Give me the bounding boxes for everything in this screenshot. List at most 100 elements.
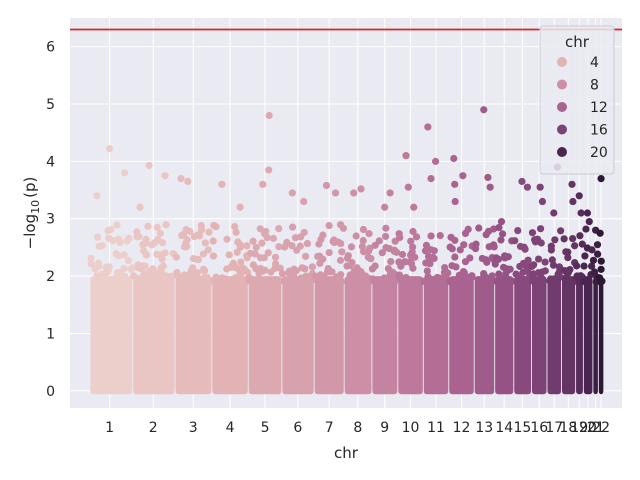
snp-point (162, 221, 170, 229)
snp-point (479, 276, 487, 284)
chr-1-dense-band (90, 276, 133, 395)
chr-5-points (245, 111, 284, 395)
snp-peak-point (585, 218, 593, 226)
snp-point (560, 266, 568, 275)
snp-point (241, 267, 249, 275)
snp-point (129, 272, 138, 280)
chr-13-points (471, 106, 498, 395)
snp-point (247, 275, 255, 283)
snp-point (511, 237, 519, 245)
snp-peak-point (288, 189, 296, 197)
y-tick-label: 4 (46, 154, 55, 170)
snp-point (549, 261, 558, 269)
snp-point (120, 251, 128, 259)
snp-point (276, 264, 284, 272)
snp-peak-point (265, 166, 273, 174)
snp-point (125, 234, 133, 242)
snp-point (352, 232, 360, 240)
snp-point (301, 252, 310, 260)
y-tick-label: 0 (46, 384, 55, 400)
snp-point (189, 264, 197, 272)
legend-label: 4 (590, 55, 599, 71)
snp-point (436, 231, 444, 240)
snp-point (445, 278, 454, 286)
snp-point (115, 235, 123, 243)
snp-point (218, 274, 226, 282)
snp-point (104, 275, 112, 283)
x-tick-label: 17 (545, 420, 563, 436)
snp-peak-point (523, 183, 532, 191)
x-tick-label: 4 (226, 420, 235, 436)
snp-point (378, 249, 386, 257)
snp-point (395, 258, 403, 266)
snp-point (407, 277, 416, 285)
chr-19-points (573, 192, 587, 395)
snp-point (569, 235, 577, 243)
legend: chr 4 8 12 16 20 (539, 25, 615, 175)
snp-point (264, 249, 272, 257)
snp-peak-point (575, 192, 583, 200)
snp-peak-point (265, 111, 273, 120)
chr-6-points (278, 189, 317, 395)
snp-point (367, 254, 375, 263)
snp-point (448, 245, 456, 253)
snp-point (113, 221, 121, 229)
snp-point (583, 244, 592, 252)
snp-peak-point (136, 203, 144, 211)
chr-18-dense-band (561, 276, 576, 395)
snp-point (412, 233, 421, 241)
snp-point (554, 270, 562, 278)
snp-point (423, 267, 431, 275)
snp-point (536, 225, 545, 233)
snp-point (576, 232, 584, 240)
snp-point (495, 223, 503, 232)
snp-point (292, 267, 300, 275)
snp-point (87, 260, 95, 268)
snp-point (480, 270, 488, 278)
chr-19-dense-band (576, 276, 583, 395)
snp-point (254, 265, 262, 273)
snp-point (381, 232, 390, 241)
x-tick-label: 1 (105, 420, 114, 436)
snp-point (316, 252, 324, 260)
snp-point (199, 250, 207, 258)
chr-16-points (528, 183, 549, 395)
legend-marker (557, 57, 567, 67)
snp-point (538, 274, 546, 282)
snp-point (112, 250, 120, 258)
snp-point (298, 264, 306, 272)
snp-point (105, 263, 113, 271)
chr-1-points (87, 145, 136, 395)
snp-point (427, 246, 435, 254)
snp-peak-point (161, 172, 169, 180)
snp-peak-point (459, 172, 467, 180)
chr-8-points (343, 185, 375, 395)
snp-peak-point (480, 106, 488, 114)
snp-point (194, 255, 203, 264)
snp-point (555, 263, 564, 271)
chr-5-dense-band (248, 276, 282, 395)
snp-point (461, 258, 470, 266)
snp-peak-point (331, 189, 340, 197)
snp-point (478, 254, 486, 263)
snp-peak-point (427, 174, 435, 183)
y-tick-labels: 0 1 2 3 4 5 6 (46, 40, 55, 400)
snp-point (102, 269, 111, 277)
snp-point (520, 243, 528, 251)
x-tick-label: 8 (353, 420, 362, 436)
snp-point (199, 275, 207, 283)
snp-point (336, 256, 345, 264)
snp-point (232, 277, 240, 286)
snp-point (212, 223, 220, 231)
snp-point (319, 231, 327, 239)
snp-point (528, 262, 536, 270)
x-tick-label: 13 (475, 420, 493, 436)
snp-point (194, 231, 202, 239)
snp-peak-point (177, 174, 185, 183)
snp-point (582, 225, 590, 233)
chr-15-dense-band (514, 276, 532, 395)
chr-14-dense-band (495, 276, 514, 395)
snp-point (249, 237, 257, 245)
snp-point (271, 253, 280, 261)
snp-point (346, 262, 354, 270)
